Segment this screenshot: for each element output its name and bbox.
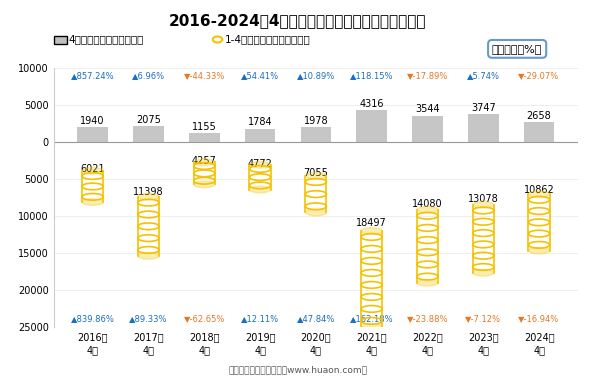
Text: ▲162.18%: ▲162.18% [350,314,393,323]
Text: 1978: 1978 [303,116,328,126]
Text: 1940: 1940 [80,116,105,126]
Ellipse shape [473,202,494,208]
Bar [412,115,443,142]
Text: 2075: 2075 [136,115,161,125]
Text: ▼-44.33%: ▼-44.33% [184,71,225,80]
Ellipse shape [361,227,382,234]
Text: 3544: 3544 [415,105,440,114]
Text: ▲857.24%: ▲857.24% [71,71,114,80]
Bar [468,114,499,142]
Text: 4772: 4772 [248,159,272,168]
Text: 11398: 11398 [133,187,164,197]
Text: 14080: 14080 [412,199,443,209]
Text: ▲6.96%: ▲6.96% [132,71,165,80]
Bar [524,122,554,142]
Text: 18497: 18497 [356,218,387,227]
Text: 1155: 1155 [192,122,217,132]
Text: ▲118.15%: ▲118.15% [350,71,393,80]
Text: ▲5.74%: ▲5.74% [467,71,500,80]
Bar [77,127,108,142]
Text: 同比增速（%）: 同比增速（%） [492,44,542,54]
Text: 10862: 10862 [524,185,554,195]
Text: 6021: 6021 [80,164,105,174]
Text: 4257: 4257 [192,156,217,167]
Ellipse shape [529,247,550,254]
Text: 4月期货成交金额（亿元）: 4月期货成交金额（亿元） [69,35,144,44]
Ellipse shape [138,193,159,200]
Text: ▲12.11%: ▲12.11% [241,314,279,323]
Ellipse shape [529,191,550,197]
Text: 2658: 2658 [527,111,551,121]
Ellipse shape [305,173,327,179]
Bar [356,110,387,142]
Text: ▼-7.12%: ▼-7.12% [465,314,501,323]
Ellipse shape [417,279,438,286]
Text: ▼-29.07%: ▼-29.07% [519,71,560,80]
Text: 1-4月期货成交金额（亿元）: 1-4月期货成交金额（亿元） [225,35,311,44]
Bar [133,126,164,142]
Text: ▼-16.94%: ▼-16.94% [519,314,560,323]
Text: ▲10.89%: ▲10.89% [297,71,335,80]
Ellipse shape [194,159,215,166]
Text: 7055: 7055 [303,168,328,179]
Ellipse shape [361,324,382,330]
Ellipse shape [305,209,327,216]
Text: 2016-2024年4月大连商品交易所玉米期货成交金额: 2016-2024年4月大连商品交易所玉米期货成交金额 [169,13,427,28]
Text: ▲89.33%: ▲89.33% [129,314,167,323]
Text: ▼-23.88%: ▼-23.88% [406,314,448,323]
Text: 13078: 13078 [468,194,499,204]
Ellipse shape [250,186,271,193]
Ellipse shape [82,199,103,205]
Ellipse shape [417,206,438,213]
Text: 1784: 1784 [248,117,272,127]
Bar [300,127,331,142]
Ellipse shape [473,269,494,276]
Ellipse shape [250,161,271,168]
Text: ▲47.84%: ▲47.84% [297,314,335,323]
Ellipse shape [138,253,159,259]
Ellipse shape [194,181,215,188]
Text: ▲54.41%: ▲54.41% [241,71,279,80]
Ellipse shape [82,167,103,174]
Text: ▲839.86%: ▲839.86% [71,314,114,323]
Bar [189,133,220,142]
Text: 4316: 4316 [359,99,384,109]
Text: 制图：华经产业研究院（www.huaon.com）: 制图：华经产业研究院（www.huaon.com） [228,365,368,374]
Bar [245,129,275,142]
Text: ▼-62.65%: ▼-62.65% [184,314,225,323]
Text: ▼-17.89%: ▼-17.89% [407,71,448,80]
Text: 3747: 3747 [471,103,496,113]
